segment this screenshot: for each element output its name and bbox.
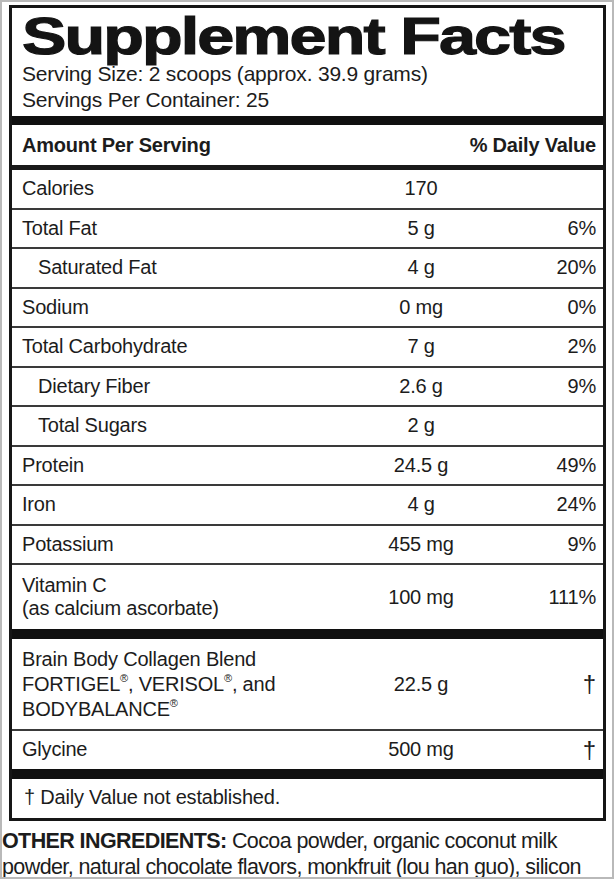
daily-value-header: % Daily Value xyxy=(470,134,596,157)
nutrient-name: Potassium xyxy=(22,533,346,556)
nutrient-name: Glycine xyxy=(22,738,346,761)
dagger-symbol: † xyxy=(583,670,596,697)
nutrient-amount: 24.5 g xyxy=(346,454,496,477)
nutrient-name: Total Sugars xyxy=(22,414,346,437)
nutrient-name-line: FORTIGEL®, VERISOL®, and xyxy=(22,673,275,695)
nutrient-name-line: (as calcium ascorbate) xyxy=(22,597,219,619)
supplement-facts-panel: Supplement Facts Serving Size: 2 scoops … xyxy=(9,5,606,821)
nutrient-row-iron: Iron 4 g 24% xyxy=(12,486,603,526)
nutrient-amount: 5 g xyxy=(346,217,496,240)
nutrient-name: Iron xyxy=(22,493,346,516)
nutrient-row-protein: Protein 24.5 g 49% xyxy=(12,447,603,487)
nutrient-row-potassium: Potassium 455 mg 9% xyxy=(12,526,603,566)
nutrient-dv: 24% xyxy=(496,493,596,516)
nutrient-dv: 20% xyxy=(496,256,596,279)
panel-title-wrap: Supplement Facts xyxy=(19,10,596,61)
nutrient-amount: 455 mg xyxy=(346,533,496,556)
other-ingredients: OTHER INGREDIENTS: Cocoa powder, organic… xyxy=(2,828,612,879)
nutrient-dv: † xyxy=(496,736,596,764)
nutrient-amount: 4 g xyxy=(346,493,496,516)
nutrient-row-sodium: Sodium 0 mg 0% xyxy=(12,289,603,329)
nutrient-dv: 0% xyxy=(496,296,596,319)
nutrient-name: Total Carbohydrate xyxy=(22,335,346,358)
nutrient-dv: 2% xyxy=(496,335,596,358)
panel-title: Supplement Facts xyxy=(22,13,565,59)
servings-per-container: Servings Per Container: 25 xyxy=(19,87,596,113)
nutrient-name: Vitamin C (as calcium ascorbate) xyxy=(22,574,346,620)
nutrient-dv: 111% xyxy=(496,586,596,609)
nutrient-dv: 6% xyxy=(496,217,596,240)
nutrient-row-total-fat: Total Fat 5 g 6% xyxy=(12,210,603,250)
nutrient-amount: 500 mg xyxy=(346,738,496,761)
nutrient-dv: 49% xyxy=(496,454,596,477)
nutrient-name: Brain Body Collagen Blend FORTIGEL®, VER… xyxy=(22,647,346,722)
nutrient-dv: † xyxy=(496,671,596,698)
thick-divider-middle xyxy=(12,629,603,639)
thick-divider-bottom xyxy=(12,769,603,779)
nutrient-name: Total Fat xyxy=(22,217,346,240)
dagger-symbol: † xyxy=(583,736,596,763)
nutrient-row-glycine: Glycine 500 mg † xyxy=(12,731,603,769)
nutrient-dv: 9% xyxy=(496,533,596,556)
nutrient-row-saturated-fat: Saturated Fat 4 g 20% xyxy=(12,249,603,289)
daily-value-footnote: † Daily Value not established. xyxy=(19,779,596,818)
nutrient-amount: 2 g xyxy=(346,414,496,437)
nutrient-name: Protein xyxy=(22,454,346,477)
nutrient-row-collagen-blend: Brain Body Collagen Blend FORTIGEL®, VER… xyxy=(12,639,603,731)
other-ingredients-label: OTHER INGREDIENTS: xyxy=(2,829,232,853)
nutrient-row-vitamin-c: Vitamin C (as calcium ascorbate) 100 mg … xyxy=(12,565,603,629)
nutrient-row-total-sugars: Total Sugars 2 g xyxy=(12,407,603,447)
nutrient-amount: 22.5 g xyxy=(346,672,496,697)
amount-per-serving-header: Amount Per Serving xyxy=(22,134,211,157)
nutrient-amount: 170 xyxy=(346,177,496,200)
nutrient-amount: 7 g xyxy=(346,335,496,358)
nutrient-row-total-carbohydrate: Total Carbohydrate 7 g 2% xyxy=(12,328,603,368)
nutrient-name-line: BODYBALANCE® xyxy=(22,698,178,720)
nutrient-amount: 4 g xyxy=(346,256,496,279)
nutrient-name: Sodium xyxy=(22,296,346,319)
nutrient-name-line: Vitamin C xyxy=(22,574,107,596)
nutrient-row-calories: Calories 170 xyxy=(12,170,603,210)
nutrient-amount: 0 mg xyxy=(346,296,496,319)
nutrient-amount: 100 mg xyxy=(346,586,496,609)
nutrient-row-dietary-fiber: Dietary Fiber 2.6 g 9% xyxy=(12,368,603,408)
column-header-row: Amount Per Serving % Daily Value xyxy=(19,125,596,165)
nutrient-dv: 9% xyxy=(496,375,596,398)
nutrient-name-line: Brain Body Collagen Blend xyxy=(22,648,256,670)
nutrient-name: Saturated Fat xyxy=(22,256,346,279)
nutrient-name: Calories xyxy=(22,177,346,200)
thick-divider-top xyxy=(12,116,603,125)
nutrient-amount: 2.6 g xyxy=(346,375,496,398)
nutrient-name: Dietary Fiber xyxy=(22,375,346,398)
